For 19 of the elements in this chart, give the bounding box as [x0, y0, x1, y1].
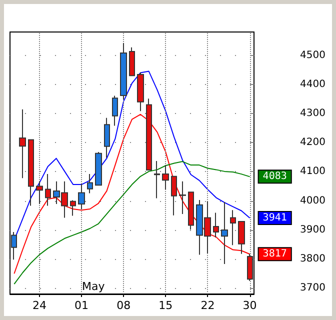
y-tick-label: 4400: [300, 78, 326, 90]
y-tick-label: 4000: [300, 195, 326, 206]
data-label: 3941: [262, 212, 287, 224]
y-tick-label: 4300: [300, 108, 326, 120]
y-tick-label: 3700: [300, 282, 326, 294]
x-tick-label: 08: [116, 299, 131, 312]
y-tick-label: 4500: [300, 50, 326, 61]
y-tick-label: 3800: [300, 254, 326, 265]
x-tick-label: 15: [158, 299, 173, 312]
x-tick-label: 22: [200, 299, 215, 312]
x-tick-label: 24: [32, 299, 46, 312]
annotation: May: [82, 280, 106, 293]
y-tick-label: 4200: [300, 137, 326, 148]
data-label: 4083: [262, 171, 287, 182]
data-label: 3817: [262, 248, 287, 260]
y-tick-label: 3900: [300, 224, 326, 236]
x-tick-label: 01: [74, 299, 89, 312]
y-tick-label: 4100: [300, 166, 326, 178]
x-tick-label: 30: [242, 299, 257, 312]
